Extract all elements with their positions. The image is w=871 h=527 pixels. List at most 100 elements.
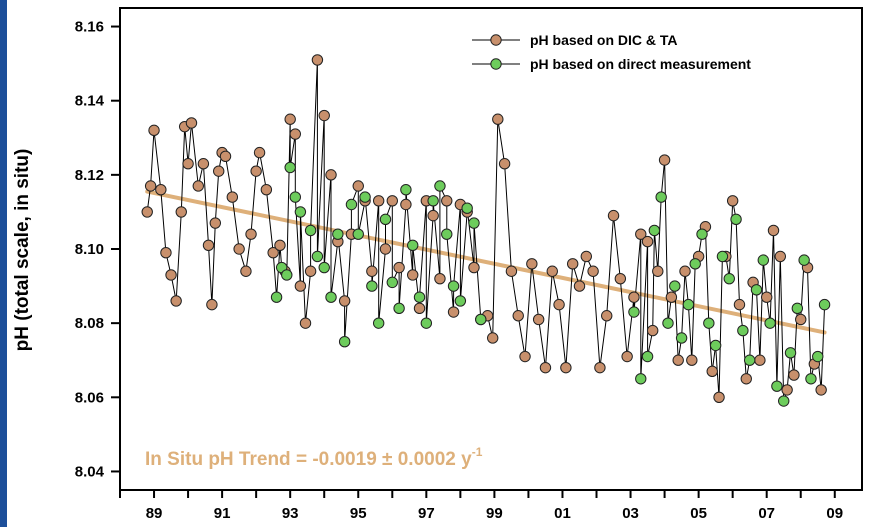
dic-ta-point <box>155 183 167 196</box>
dic-ta-point <box>175 206 187 218</box>
direct-measurement-point <box>311 250 324 263</box>
direct-measurement-point <box>662 317 674 329</box>
direct-measurement-point <box>454 295 467 307</box>
direct-measurement-point <box>420 317 433 329</box>
dic-ta-point <box>815 384 827 396</box>
direct-measurement-point <box>379 213 392 226</box>
dic-ta-point <box>372 195 385 207</box>
dic-ta-point <box>318 109 330 122</box>
dic-ta-point <box>665 291 678 303</box>
dic-ta-point <box>468 261 480 274</box>
direct-measurement-point <box>332 228 344 240</box>
dic-ta-point <box>447 306 460 318</box>
direct-measurement-point <box>669 280 681 292</box>
direct-measurement-point <box>635 373 647 385</box>
direct-measurement-point <box>703 317 715 329</box>
direct-measurement-point <box>784 347 797 359</box>
dic-ta-point <box>532 313 545 326</box>
x-tick-label: 01 <box>554 505 571 522</box>
direct-measurement-point <box>270 291 283 303</box>
direct-measurement-point <box>345 198 358 211</box>
dic-ta-point <box>413 302 426 315</box>
dic-ta-point <box>646 324 659 337</box>
dic-ta-point <box>253 146 266 159</box>
dic-ta-point <box>366 265 378 277</box>
dic-ta-point <box>352 180 364 192</box>
dic-ta-point <box>434 272 446 285</box>
direct-measurement-point <box>400 183 412 196</box>
dic-ta-point <box>740 373 752 385</box>
dic-ta-point <box>144 180 157 192</box>
dic-ta-point <box>289 128 301 140</box>
dic-ta-point <box>546 265 558 277</box>
y-tick-label: 8.16 <box>75 19 104 36</box>
dic-ta-point <box>165 269 177 281</box>
dic-ta-point <box>325 169 337 181</box>
direct-measurement-point <box>318 261 330 274</box>
direct-measurement-point <box>475 313 487 326</box>
x-tick-label: 97 <box>418 505 435 522</box>
dic-ta-point <box>726 195 739 207</box>
y-tick-label: 8.04 <box>75 463 105 480</box>
dic-ta-point <box>407 269 419 281</box>
y-tick-label: 8.10 <box>75 241 104 258</box>
dic-ta-point <box>250 165 262 177</box>
dic-ta-point <box>311 54 324 66</box>
dic-ta-point <box>233 243 245 255</box>
x-tick-label: 05 <box>690 505 707 522</box>
direct-measurement-point <box>805 373 817 385</box>
x-tick-label: 91 <box>214 505 231 522</box>
dic-ta-point <box>573 280 586 292</box>
dic-ta-point <box>621 350 633 363</box>
direct-measurement-point <box>655 191 667 203</box>
direct-measurement-point <box>737 324 749 337</box>
x-tick-label: 89 <box>146 505 163 522</box>
direct-measurement-point <box>441 228 453 240</box>
dic-ta-point <box>226 191 239 203</box>
direct-measurement-point <box>393 302 405 315</box>
legend-label: pH based on direct measurement <box>530 56 751 72</box>
direct-measurement-point <box>304 224 317 237</box>
dic-ta-point <box>148 124 160 137</box>
dic-ta-point <box>672 354 684 366</box>
direct-measurement-point <box>757 254 769 266</box>
direct-measurement-point <box>325 291 337 303</box>
dic-ta-point <box>686 354 698 366</box>
dic-ta-point <box>553 298 565 311</box>
dic-ta-point <box>304 265 317 277</box>
y-axis: 8.04 8.06 8.08 8.10 8.12 8.14 8.16 <box>75 19 120 480</box>
dic-ta-point <box>141 206 153 218</box>
dic-ta-point <box>641 235 654 248</box>
dic-ta-point <box>781 384 793 396</box>
dic-ta-point <box>601 310 613 322</box>
dic-ta-point <box>679 265 691 277</box>
dic-ta-point <box>487 332 499 344</box>
direct-measurement-point <box>818 298 831 311</box>
dic-ta-point <box>197 158 210 170</box>
direct-measurement-point <box>338 335 351 348</box>
dic-ta-point <box>260 183 273 196</box>
dic-ta-point <box>338 295 351 307</box>
dic-ta-point <box>580 250 593 263</box>
dic-ta-point <box>713 391 725 404</box>
dic-ta-point <box>519 350 531 363</box>
x-tick-label: 09 <box>826 505 843 522</box>
direct-measurement-point <box>461 202 473 214</box>
direct-measurement-point <box>281 269 293 281</box>
page-edge-bar <box>0 0 7 527</box>
trend-annotation-superscript: -1 <box>472 445 483 459</box>
dic-ta-point <box>635 228 647 240</box>
series-dic-ta <box>141 54 827 404</box>
dic-ta-point <box>206 298 218 311</box>
dic-ta-point <box>170 295 182 307</box>
direct-measurement-point <box>427 195 439 207</box>
dic-ta-point <box>560 361 572 374</box>
direct-measurement-point <box>413 291 426 303</box>
x-tick-label: 95 <box>350 505 367 522</box>
direct-measurement-point <box>641 350 654 363</box>
dic-ta-point <box>274 239 286 251</box>
y-tick-label: 8.06 <box>75 389 104 406</box>
dic-ta-point <box>294 280 307 292</box>
dic-ta-point <box>379 243 392 255</box>
